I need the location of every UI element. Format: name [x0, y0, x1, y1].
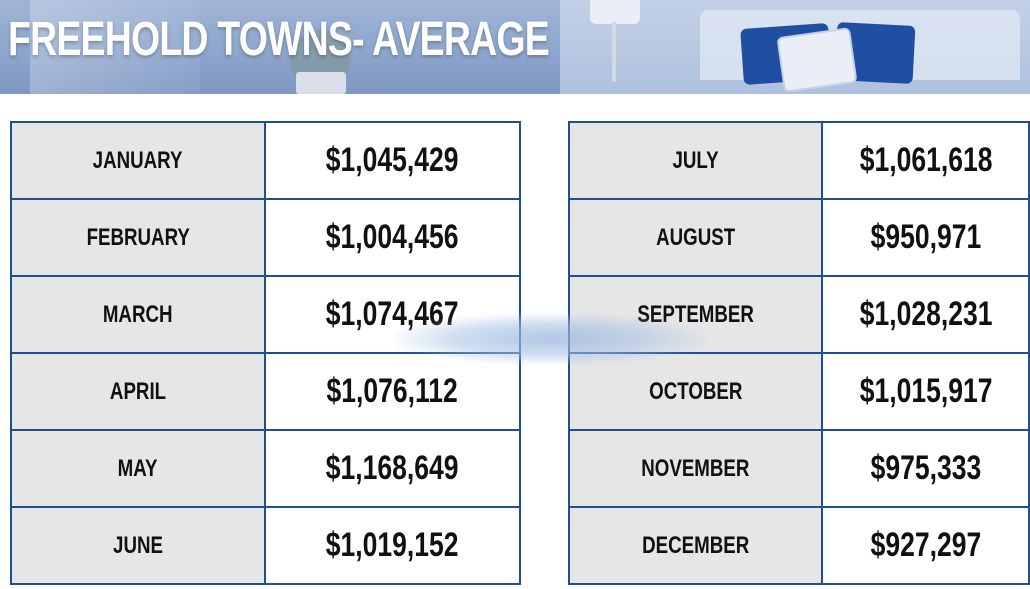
table-row: SEPTEMBER $1,028,231: [567, 275, 1030, 354]
table-row: FEBRUARY $1,004,456: [10, 198, 521, 277]
table-row: JUNE $1,019,152: [10, 506, 521, 585]
pillow-white: [776, 27, 858, 93]
table-row: MAY $1,168,649: [10, 429, 521, 508]
pot-decoration: [296, 72, 346, 94]
month-cell: JULY: [567, 121, 824, 200]
value-cell: $1,015,917: [821, 352, 1030, 431]
months-table-left: JANUARY $1,045,429 FEBRUARY $1,004,456 M…: [10, 121, 521, 585]
month-cell: AUGUST: [567, 198, 824, 277]
month-cell: JUNE: [10, 506, 266, 585]
table-row: AUGUST $950,971: [567, 198, 1030, 277]
table-row: APRIL $1,076,112: [10, 352, 521, 431]
lamp-icon: [590, 0, 640, 24]
month-cell: APRIL: [10, 352, 266, 431]
table-row: DECEMBER $927,297: [567, 506, 1030, 585]
value-cell: $1,076,112: [264, 352, 521, 431]
table-row: JULY $1,061,618: [567, 121, 1030, 200]
months-table-right: JULY $1,061,618 AUGUST $950,971 SEPTEMBE…: [567, 121, 1030, 585]
month-cell: JANUARY: [10, 121, 266, 200]
value-cell: $1,019,152: [264, 506, 521, 585]
header-banner: FREEHOLD TOWNS- AVERAGE: [0, 0, 1030, 94]
value-cell: $1,074,467: [264, 275, 521, 354]
month-cell: SEPTEMBER: [567, 275, 824, 354]
month-cell: NOVEMBER: [567, 429, 824, 508]
table-row: OCTOBER $1,015,917: [567, 352, 1030, 431]
month-cell: OCTOBER: [567, 352, 824, 431]
value-cell: $1,028,231: [821, 275, 1030, 354]
value-cell: $1,004,456: [264, 198, 521, 277]
month-cell: DECEMBER: [567, 506, 824, 585]
value-cell: $1,045,429: [264, 121, 521, 200]
lamp-stand: [612, 22, 616, 82]
window-background: [30, 0, 200, 94]
table-row: JANUARY $1,045,429: [10, 121, 521, 200]
page-title: FREEHOLD TOWNS- AVERAGE: [8, 13, 550, 66]
table-row: MARCH $1,074,467: [10, 275, 521, 354]
value-cell: $975,333: [821, 429, 1030, 508]
value-cell-highlight: $927,297: [821, 506, 1030, 585]
month-cell: FEBRUARY: [10, 198, 266, 277]
month-cell: MARCH: [10, 275, 266, 354]
value-cell: $950,971: [821, 198, 1030, 277]
value-cell: $1,061,618: [821, 121, 1030, 200]
value-cell: $1,168,649: [264, 429, 521, 508]
month-cell: MAY: [10, 429, 266, 508]
table-row: NOVEMBER $975,333: [567, 429, 1030, 508]
